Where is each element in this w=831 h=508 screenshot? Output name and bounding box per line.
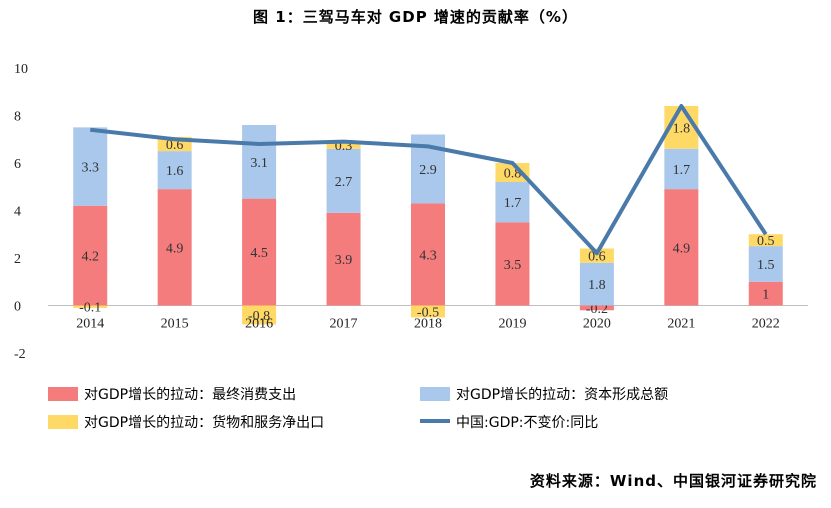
data-label: 4.3 <box>419 248 437 263</box>
x-tick-label: 2022 <box>752 317 780 332</box>
bar-consumption <box>748 281 783 306</box>
bar-capital <box>157 151 192 190</box>
bar-consumption <box>157 189 192 306</box>
y-tick-label: 10 <box>14 62 28 77</box>
x-tick-label: 2021 <box>667 317 695 332</box>
y-tick-label: 2 <box>14 252 21 267</box>
bar-capital <box>242 125 277 199</box>
legend-swatch-capital <box>420 387 450 401</box>
legend-item-gdp: 中国:GDP:不变价:同比 <box>420 412 598 432</box>
bar-consumption <box>579 305 614 311</box>
y-tick-label: 0 <box>14 300 21 315</box>
legend-label-net-exports: 对GDP增长的拉动：货物和服务净出口 <box>84 415 325 431</box>
data-label: 1 <box>762 288 769 303</box>
legend-item-consumption: 对GDP增长的拉动：最终消费支出 <box>48 384 296 404</box>
x-tick-label: 2014 <box>76 317 104 332</box>
data-label: 1.7 <box>673 163 691 178</box>
chart-plot: -2 0 2 4 6 8 10 4.2 3.3 -0.1 4.9 1.6 0.6 4.5 3.1 -0.8 3.… <box>14 62 808 360</box>
legend-label-consumption: 对GDP增长的拉动：最终消费支出 <box>84 387 297 403</box>
data-label: 1.7 <box>504 196 522 211</box>
data-label: 2.9 <box>419 163 437 178</box>
bar-capital <box>664 148 699 190</box>
source-note: 资料来源：Wind、中国银河证券研究院 <box>529 472 817 490</box>
data-label: -0.2 <box>586 302 608 317</box>
legend-label-capital: 对GDP增长的拉动：资本形成总额 <box>456 387 669 403</box>
bar-consumption <box>73 205 108 306</box>
bar-consumption <box>664 189 699 306</box>
data-label: 0.6 <box>166 138 184 153</box>
legend-swatch-gdp <box>420 419 450 423</box>
legend-swatch-net-exports <box>48 415 78 429</box>
data-label: 4.9 <box>673 241 691 256</box>
y-tick-label: 8 <box>14 110 21 125</box>
bar-capital <box>579 262 614 306</box>
data-label: 1.8 <box>588 278 606 293</box>
bar-consumption <box>411 203 445 306</box>
data-label: 0.5 <box>757 234 775 249</box>
bar-consumption <box>326 212 361 306</box>
chart-title: 图 1：三驾马车对 GDP 增速的贡献率（%） <box>253 8 578 26</box>
x-tick-label: 2020 <box>583 317 611 332</box>
bar-capital <box>326 148 361 213</box>
data-label: 1.6 <box>166 164 184 179</box>
legend-item-net-exports: 对GDP增长的拉动：货物和服务净出口 <box>48 412 324 432</box>
data-label: -0.5 <box>417 305 439 320</box>
x-tick-label: 2018 <box>414 317 442 332</box>
bar-net-exports <box>579 248 614 263</box>
data-label: 4.9 <box>166 241 184 256</box>
bar-net-exports <box>326 141 361 149</box>
data-label: 3.5 <box>504 258 522 273</box>
bar-capital <box>73 127 108 206</box>
x-tick-label: 2019 <box>498 317 526 332</box>
data-label: -0.8 <box>248 309 270 324</box>
data-label: 1.5 <box>757 258 775 273</box>
data-label: 0.6 <box>588 250 606 265</box>
x-tick-label: 2015 <box>161 317 189 332</box>
bar-capital <box>748 246 783 282</box>
y-tick-label: -2 <box>14 347 26 360</box>
bar-net-exports <box>242 305 277 325</box>
data-label: 2.7 <box>335 175 353 190</box>
data-label: 1.8 <box>673 121 691 136</box>
legend-swatch-consumption <box>48 387 78 401</box>
data-label: 3.1 <box>250 156 268 171</box>
bar-net-exports <box>748 234 783 247</box>
bar-capital <box>495 182 530 223</box>
gdp-growth-line <box>89 104 768 256</box>
x-tick-label: 2017 <box>330 317 358 332</box>
bar-consumption <box>495 222 530 306</box>
data-label: 4.2 <box>81 250 99 265</box>
bar-net-exports <box>411 305 445 318</box>
x-tick-label: 2016 <box>245 317 273 332</box>
bar-net-exports <box>495 163 530 182</box>
y-tick-label: 4 <box>14 205 21 220</box>
legend-label-gdp: 中国:GDP:不变价:同比 <box>456 415 599 431</box>
data-label: 3.3 <box>81 161 99 176</box>
data-label: -0.1 <box>79 301 101 316</box>
bar-consumption <box>242 198 277 306</box>
y-tick-label: 6 <box>14 157 21 172</box>
bar-net-exports <box>73 305 108 308</box>
legend-item-capital: 对GDP增长的拉动：资本形成总额 <box>420 384 668 404</box>
data-label: 3.9 <box>335 253 353 268</box>
data-label: 4.5 <box>250 246 268 261</box>
